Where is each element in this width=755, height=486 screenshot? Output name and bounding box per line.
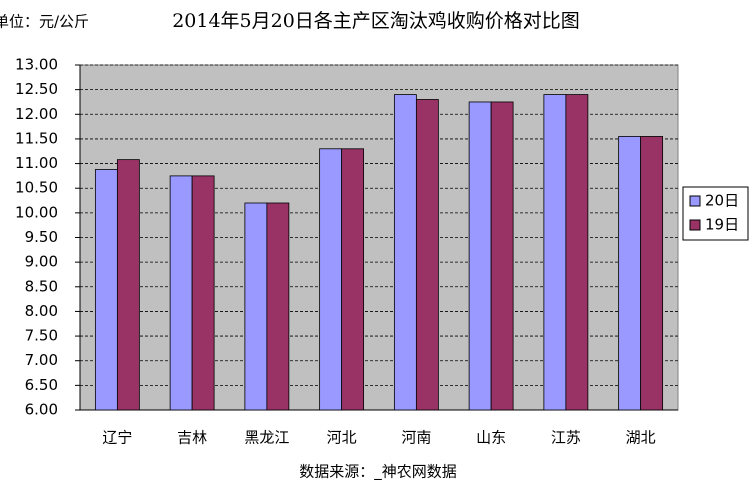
x-tick-label: 山东 [476, 429, 506, 447]
y-tick-label: 10.50 [15, 179, 58, 197]
bar [116, 159, 140, 411]
chart-title: 2014年5月20日各主产区淘汰鸡收购价格对比图 [172, 10, 580, 32]
y-tick-label: 7.00 [25, 351, 58, 369]
bar [415, 99, 439, 411]
y-tick-label: 12.00 [15, 105, 58, 123]
legend-swatch [689, 219, 701, 231]
bar [341, 148, 365, 411]
bar [618, 136, 642, 411]
unit-label: 单位：元/公斤 [0, 13, 89, 31]
y-tick-label: 13.00 [15, 56, 58, 74]
y-tick-label: 12.50 [15, 80, 58, 98]
y-tick-label: 8.00 [25, 302, 58, 320]
x-tick-label: 吉林 [177, 429, 207, 447]
bar [266, 202, 290, 411]
bar [640, 136, 664, 411]
bar [490, 101, 514, 411]
y-tick-label: 8.50 [25, 277, 58, 295]
x-tick-label: 湖北 [626, 429, 656, 447]
bar [244, 202, 268, 411]
source-note: 数据来源：_神农网数据 [299, 463, 457, 482]
x-tick-label: 河北 [327, 429, 357, 447]
x-tick-label: 河南 [401, 429, 431, 447]
bar [319, 148, 343, 411]
bar [543, 94, 567, 411]
y-tick-label: 9.00 [25, 253, 58, 271]
x-tick-label: 黑龙江 [244, 429, 289, 447]
bar [393, 94, 417, 411]
x-tick-label: 江苏 [551, 429, 581, 447]
y-tick-label: 10.00 [15, 203, 58, 221]
legend-label: 20日 [705, 192, 739, 210]
y-tick-label: 7.50 [25, 327, 58, 345]
plot-area [79, 64, 679, 411]
bar [565, 94, 589, 411]
bar [94, 169, 118, 411]
legend-box [682, 186, 749, 241]
bar [169, 175, 193, 411]
y-tick-label: 9.50 [25, 228, 58, 246]
y-tick-label: 11.00 [15, 154, 58, 172]
y-tick-label: 6.50 [25, 376, 58, 394]
x-tick-label: 辽宁 [102, 429, 132, 447]
bar [191, 175, 215, 411]
legend-swatch [689, 195, 701, 207]
legend-label: 19日 [705, 216, 739, 234]
y-tick-label: 6.00 [25, 401, 58, 419]
bar [468, 101, 492, 411]
y-tick-label: 11.50 [15, 129, 58, 147]
